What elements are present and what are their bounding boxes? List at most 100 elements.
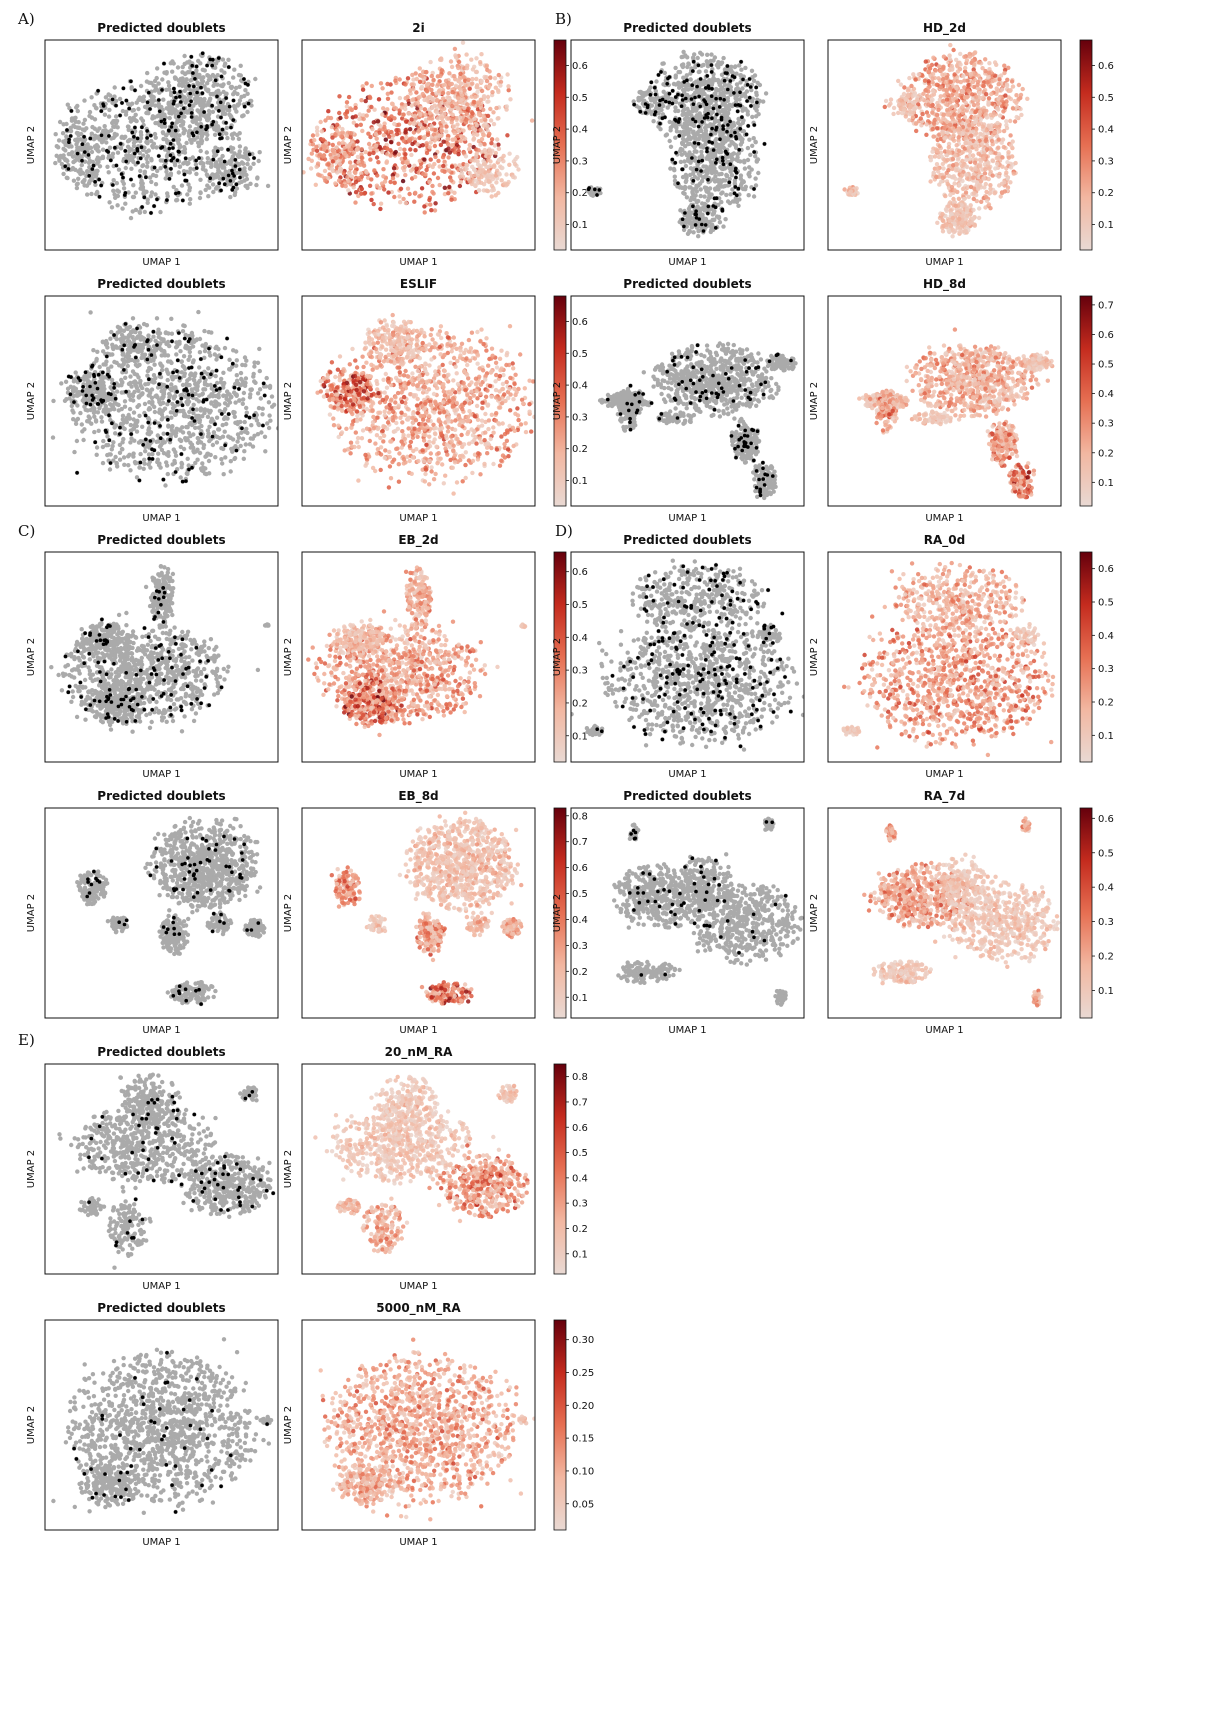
- cell-point: [385, 81, 390, 87]
- cell-point: [688, 136, 693, 142]
- cell-point: [151, 83, 156, 88]
- cell-point: [492, 164, 497, 169]
- cell-point: [471, 132, 476, 137]
- cell-point: [506, 88, 511, 93]
- cell-point: [360, 84, 365, 89]
- cell-point: [692, 174, 698, 180]
- cell-point: [355, 154, 361, 160]
- cell-point: [243, 146, 248, 151]
- cell-point: [477, 169, 482, 175]
- cell-point: [909, 83, 914, 89]
- cell-point: [419, 186, 425, 191]
- doublet-point: [700, 120, 704, 124]
- cell-point: [757, 82, 763, 88]
- doublet-point: [679, 104, 684, 108]
- cell-point: [483, 117, 488, 123]
- doublet-point: [113, 145, 117, 150]
- cell-point: [751, 194, 757, 199]
- cell-point: [236, 136, 242, 142]
- cell-point: [458, 71, 463, 77]
- doublet-point: [223, 182, 227, 186]
- cell-point: [442, 191, 448, 197]
- doublet-point: [142, 195, 147, 200]
- cell-point: [529, 118, 535, 123]
- cell-point: [485, 164, 491, 170]
- cell-point: [481, 107, 486, 113]
- cell-point: [346, 188, 351, 193]
- cell-point: [156, 81, 161, 86]
- cell-point: [708, 78, 714, 83]
- doublet-point: [674, 151, 678, 155]
- cell-point: [761, 99, 766, 104]
- cell-point: [310, 142, 316, 147]
- doublet-point: [732, 75, 737, 79]
- cell-point: [380, 112, 385, 117]
- cell-point: [1019, 112, 1024, 118]
- cell-point: [656, 106, 661, 111]
- cell-point: [407, 191, 412, 197]
- cell-point: [381, 133, 387, 138]
- cell-point: [411, 77, 416, 82]
- cell-point: [499, 178, 504, 183]
- doublet-point: [721, 159, 725, 163]
- cell-point: [442, 185, 447, 190]
- cell-point: [102, 112, 108, 117]
- cell-point: [186, 160, 191, 166]
- cell-point: [720, 85, 725, 91]
- cell-point: [206, 77, 212, 83]
- cell-point: [464, 166, 469, 172]
- doublet-point: [692, 141, 697, 145]
- cell-point: [763, 91, 769, 96]
- cell-point: [321, 154, 326, 159]
- doublet-point: [210, 103, 214, 108]
- doublet-point: [234, 182, 239, 187]
- doublet-point: [93, 180, 97, 184]
- cell-point: [441, 163, 446, 169]
- cell-point: [401, 112, 406, 117]
- cell-point: [469, 57, 474, 62]
- doublet-point: [157, 154, 161, 158]
- cell-point: [149, 158, 154, 163]
- cell-point: [479, 79, 484, 84]
- cell-point: [708, 166, 714, 171]
- cell-point: [704, 172, 709, 178]
- cell-point: [727, 176, 732, 182]
- cell-point: [1001, 109, 1006, 114]
- cell-point: [244, 154, 249, 160]
- cell-point: [439, 133, 444, 138]
- cell-point: [313, 182, 318, 187]
- cell-point: [160, 77, 165, 82]
- cell-point: [644, 90, 650, 95]
- doublet-point: [709, 94, 714, 98]
- cell-point: [177, 83, 182, 88]
- cell-point: [359, 98, 364, 103]
- doublet-point: [220, 127, 225, 132]
- cell-point: [971, 67, 976, 72]
- cell-point: [750, 143, 755, 148]
- cell-point: [128, 154, 133, 159]
- doublet-point: [691, 102, 696, 106]
- cell-point: [717, 220, 723, 225]
- cell-point: [351, 143, 356, 148]
- cell-point: [486, 168, 491, 174]
- cell-point: [53, 132, 58, 137]
- cell-point: [416, 129, 421, 134]
- cell-point: [475, 132, 480, 137]
- doublet-point: [175, 158, 180, 163]
- cell-point: [212, 132, 218, 137]
- cell-point: [367, 151, 372, 157]
- cell-point: [163, 176, 168, 181]
- doublet-point: [169, 167, 173, 171]
- cell-point: [407, 121, 413, 126]
- cell-point: [690, 189, 695, 194]
- doublet-point: [199, 125, 203, 129]
- cell-point: [421, 171, 426, 177]
- doublet-point: [211, 157, 216, 162]
- cell-point: [696, 69, 701, 75]
- cell-point: [385, 107, 390, 112]
- cell-point: [703, 139, 709, 144]
- cell-point: [116, 189, 122, 194]
- cell-point: [74, 185, 80, 191]
- cell-point: [309, 151, 314, 156]
- doublet-point: [167, 129, 171, 133]
